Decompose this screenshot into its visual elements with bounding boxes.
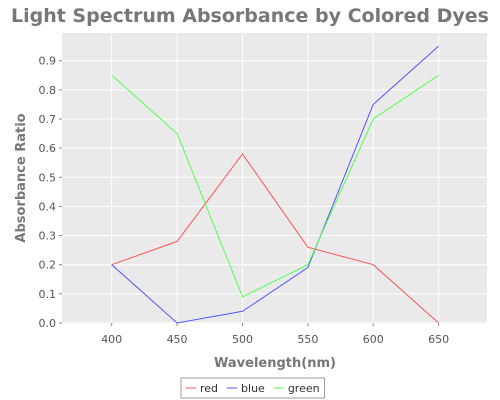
series-lines	[111, 45, 439, 324]
y-tick-label: 0.5	[39, 171, 57, 184]
legend-box	[180, 377, 326, 399]
x-tick-label: 450	[167, 333, 188, 346]
y-tick-label: 0.4	[39, 200, 57, 213]
y-tick-label: 0.1	[39, 288, 57, 301]
x-tick-label: 550	[297, 333, 318, 346]
x-tick-label: 600	[363, 333, 384, 346]
x-axis-title: Wavelength(nm)	[214, 356, 336, 371]
series-line-blue	[111, 45, 439, 324]
gridlines	[62, 33, 487, 324]
y-tick-label: 0.9	[39, 55, 57, 68]
y-tick-label: 0.0	[39, 317, 57, 330]
x-axis: 400 450 500 550 600 650	[101, 323, 449, 346]
legend-label-red: red	[200, 382, 218, 395]
y-axis: 0.0 0.1 0.2 0.3 0.4 0.5 0.6 0.7 0.8 0.9	[39, 55, 62, 330]
y-tick-label: 0.8	[39, 84, 57, 97]
plot-area	[62, 33, 487, 323]
legend: red blue green	[180, 377, 326, 399]
legend-label-blue: blue	[241, 382, 265, 395]
legend-label-green: green	[288, 382, 320, 395]
y-axis-title: Absorbance Ratio	[14, 113, 29, 242]
x-tick-label: 500	[232, 333, 253, 346]
y-tick-label: 0.3	[39, 230, 57, 243]
y-tick-label: 0.7	[39, 113, 57, 126]
y-tick-label: 0.6	[39, 142, 57, 155]
series-line-red	[111, 153, 439, 324]
x-tick-label: 650	[428, 333, 449, 346]
series-line-green	[111, 74, 439, 298]
chart-title: Light Spectrum Absorbance by Colored Dye…	[11, 5, 489, 27]
y-tick-label: 0.2	[39, 259, 57, 272]
x-tick-label: 400	[101, 333, 122, 346]
